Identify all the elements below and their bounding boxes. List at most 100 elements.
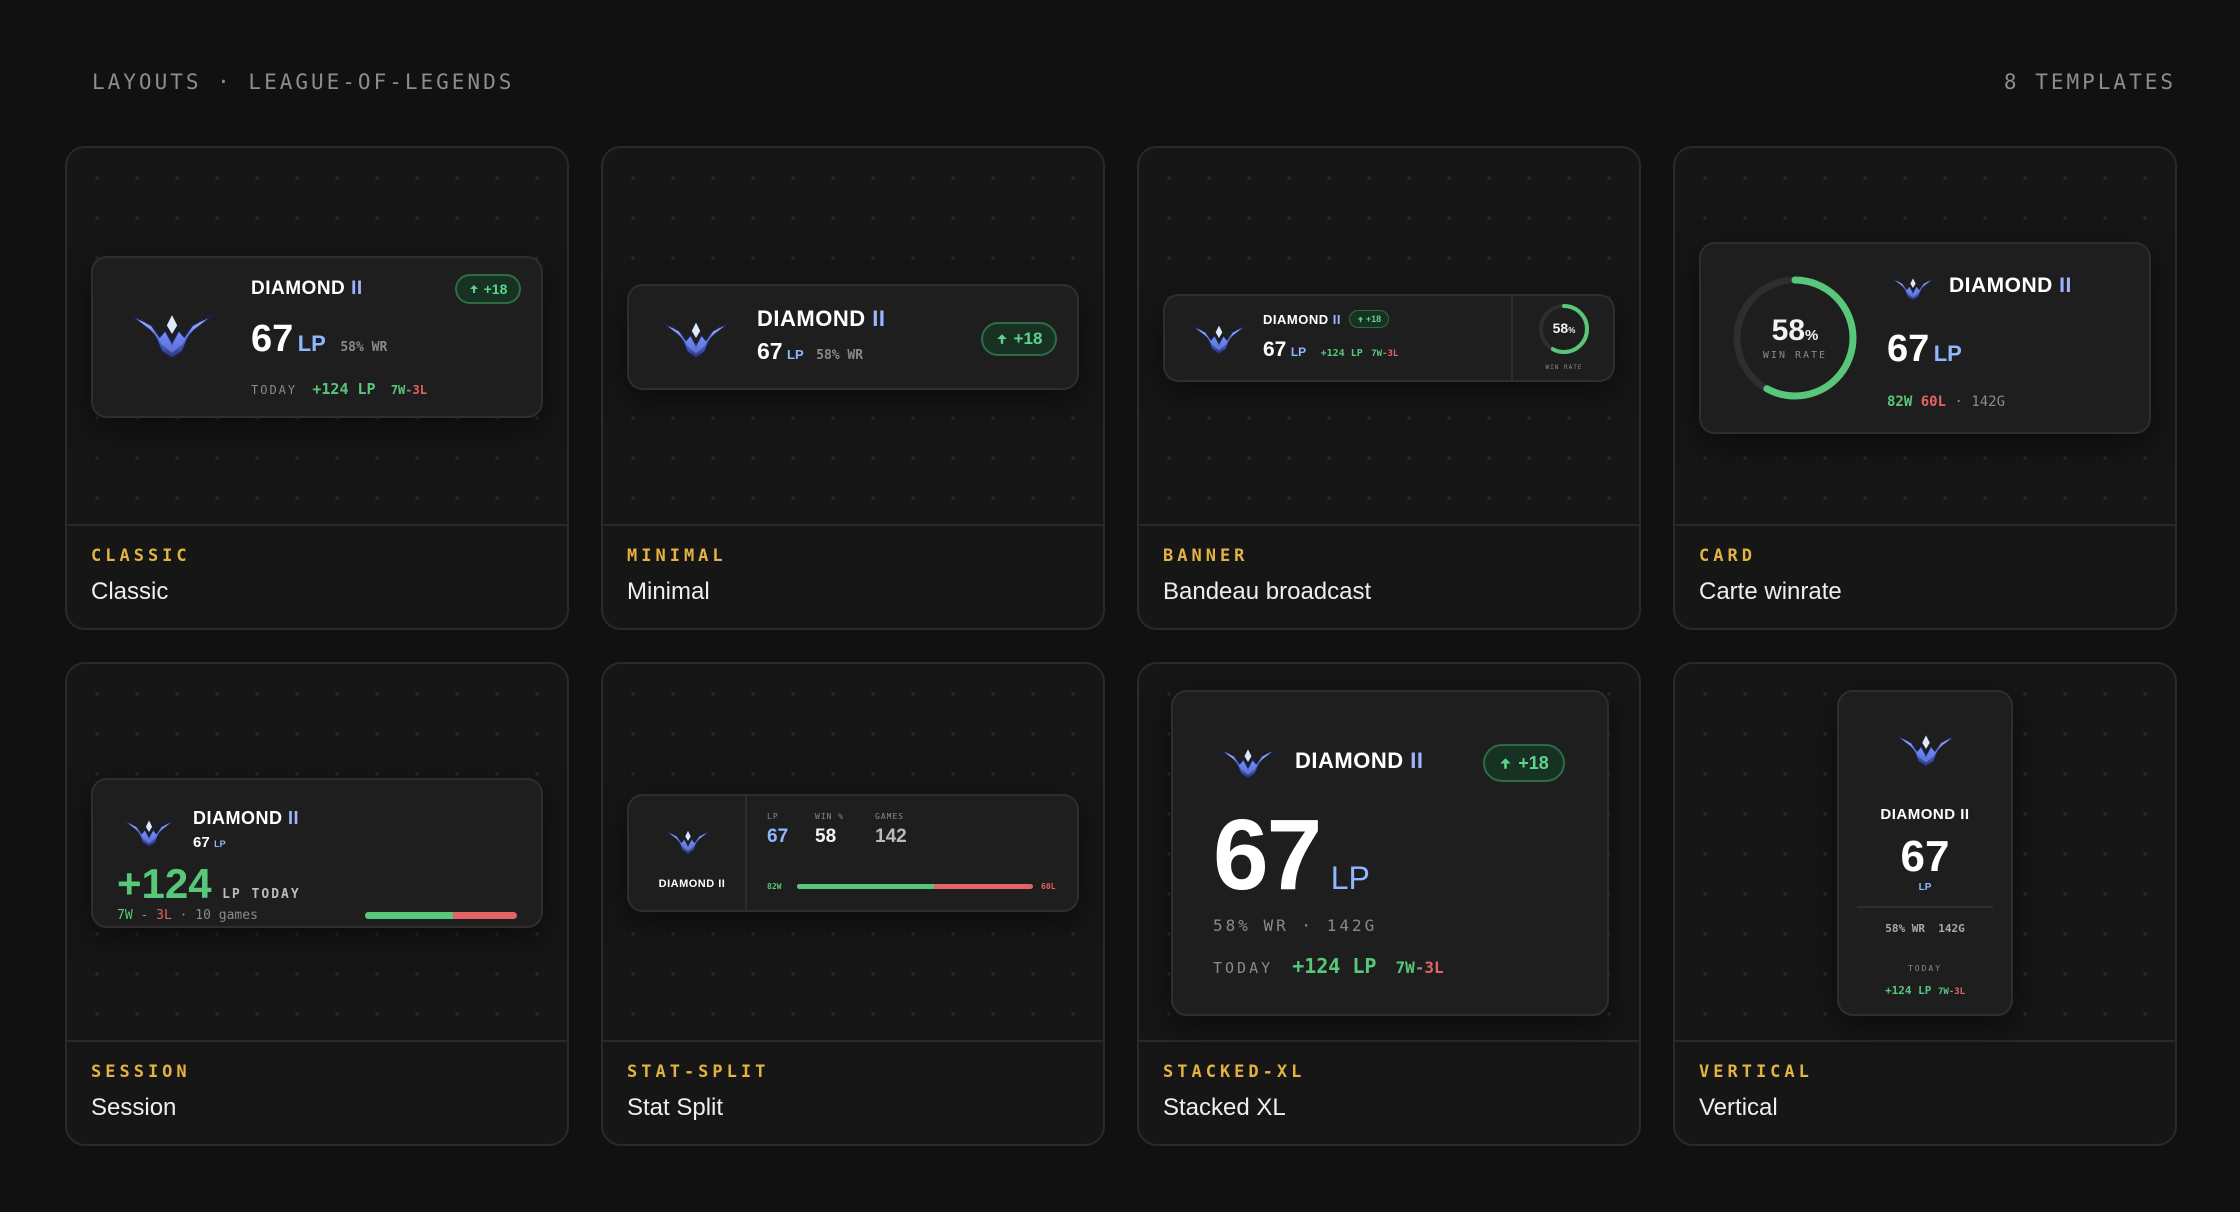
- template-preview: DIAMOND II LP WIN % GAMES 67 58 142 82W …: [603, 664, 1103, 1042]
- template-card-stacked-xl[interactable]: DIAMOND II +18 67 LP 58% WR · 142G TODAY…: [1137, 662, 1641, 1146]
- delta-badge: +18: [1349, 310, 1389, 328]
- diamond-crest-icon: [1219, 744, 1277, 780]
- stat-value-wr: 58: [815, 826, 837, 847]
- win-rate-value: 58%: [1552, 320, 1576, 336]
- template-tag: MINIMAL: [627, 546, 727, 566]
- template-info: CARD Carte winrate: [1699, 546, 1842, 606]
- template-name: Bandeau broadcast: [1163, 578, 1372, 605]
- lp-display: 67 LP: [193, 834, 226, 851]
- overlay-panel: DIAMOND II 67 LP +124 LP TODAY 7W - 3L ·…: [91, 778, 543, 928]
- template-name: Minimal: [627, 578, 710, 605]
- overlay-panel: DIAMOND II 67 LP 58% WR 142G TODAY +124 …: [1837, 690, 2013, 1016]
- template-name: Stacked XL: [1163, 1094, 1286, 1121]
- diamond-crest-icon: [123, 816, 175, 848]
- template-count: 8 TEMPLATES: [2003, 70, 2176, 94]
- diamond-crest-icon: [1895, 730, 1957, 768]
- lp-display: 67 LP: [1213, 799, 1370, 911]
- today-summary: TODAY +124 LP 7W-3L: [1213, 954, 1444, 978]
- arrow-up-icon: [469, 284, 479, 294]
- rank-label: DIAMOND II: [251, 278, 363, 299]
- template-name: Vertical: [1699, 1094, 1778, 1121]
- win-rate-value: 58%: [1771, 314, 1819, 347]
- losses-label: 60L: [1041, 882, 1056, 891]
- overlay-panel: DIAMOND II +18 67 LP +124 LP 7W-3L 58% W…: [1163, 294, 1615, 382]
- delta-badge: +18: [981, 322, 1057, 356]
- template-card-session[interactable]: DIAMOND II 67 LP +124 LP TODAY 7W - 3L ·…: [65, 662, 569, 1146]
- diamond-crest-icon: [129, 308, 215, 360]
- template-preview: DIAMOND II +18 67 LP +124 LP 7W-3L 58% W…: [1139, 148, 1639, 526]
- template-info: MINIMAL Minimal: [627, 546, 727, 606]
- template-tag: VERTICAL: [1699, 1062, 1813, 1082]
- template-tag: CLASSIC: [91, 546, 191, 566]
- win-portion: [365, 912, 454, 919]
- divider: [1857, 906, 1993, 908]
- win-rate-ring: [1539, 304, 1589, 354]
- lp-display: 67 LP: [1887, 328, 1962, 370]
- rank-label: DIAMOND II: [658, 878, 726, 890]
- overlay-panel: DIAMOND II LP WIN % GAMES 67 58 142 82W …: [627, 794, 1079, 912]
- win-loss-bar: [365, 912, 517, 919]
- stat-value-lp: 67: [767, 826, 789, 847]
- today-summary: +124 LP 7W-3L: [1884, 984, 1966, 997]
- template-tag: CARD: [1699, 546, 1756, 566]
- template-info: STAT-SPLIT Stat Split: [627, 1062, 769, 1122]
- template-info: VERTICAL Vertical: [1699, 1062, 1813, 1122]
- template-name: Carte winrate: [1699, 578, 1842, 605]
- template-preview: DIAMOND II +18 67 LP 58% WR · 142G TODAY…: [1139, 664, 1639, 1042]
- template-preview: DIAMOND II 67 LP 58% WR +18: [603, 148, 1103, 526]
- lp-unit: LP: [1918, 882, 1932, 893]
- template-tag: BANNER: [1163, 546, 1249, 566]
- diamond-crest-icon: [1891, 274, 1935, 302]
- stat-label-games: GAMES: [875, 812, 905, 821]
- delta-badge: +18: [1483, 744, 1565, 782]
- overlay-panel: DIAMOND II 67 LP 58% WR +18: [627, 284, 1079, 390]
- template-card-card[interactable]: 58% WIN RATE DIAMOND II 67 LP 82W 60L · …: [1673, 146, 2177, 630]
- template-info: STACKED-XL Stacked XL: [1163, 1062, 1305, 1122]
- arrow-up-icon: [1499, 757, 1512, 770]
- win-rate-ring: [1733, 276, 1857, 400]
- template-name: Classic: [91, 578, 169, 605]
- template-card-stat-split[interactable]: DIAMOND II LP WIN % GAMES 67 58 142 82W …: [601, 662, 1105, 1146]
- delta-badge: +18: [455, 274, 521, 304]
- lp-value: 67: [1900, 832, 1950, 881]
- template-card-minimal[interactable]: DIAMOND II 67 LP 58% WR +18 MINIMAL Mini…: [601, 146, 1105, 630]
- rank-label: DIAMOND II: [193, 808, 300, 828]
- template-tag: STAT-SPLIT: [627, 1062, 770, 1082]
- wr-games: 58% WR 142G: [1885, 922, 1965, 935]
- today-label: TODAY: [1907, 964, 1943, 973]
- overlay-panel: DIAMOND II +18 67 LP 58% WR TODAY +124 L…: [91, 256, 543, 418]
- rank-label: DIAMOND II: [757, 306, 886, 331]
- rank-label: DIAMOND II: [1295, 748, 1424, 773]
- template-tag: STACKED-XL: [1163, 1062, 1306, 1082]
- stat-value-games: 142: [875, 826, 907, 847]
- template-tag: SESSION: [91, 1062, 191, 1082]
- template-card-classic[interactable]: DIAMOND II +18 67 LP 58% WR TODAY +124 L…: [65, 146, 569, 630]
- rank-label: DIAMOND II: [1880, 806, 1970, 823]
- diamond-crest-icon: [665, 826, 711, 856]
- wins-label: 82W: [767, 882, 782, 891]
- overlay-panel: DIAMOND II +18 67 LP 58% WR · 142G TODAY…: [1171, 690, 1609, 1016]
- lp-display: 67 LP 58% WR: [251, 318, 388, 360]
- template-preview: DIAMOND II +18 67 LP 58% WR TODAY +124 L…: [67, 148, 567, 526]
- page-title: LAYOUTS · LEAGUE-OF-LEGENDS: [92, 70, 515, 94]
- template-preview: 58% WIN RATE DIAMOND II 67 LP 82W 60L · …: [1675, 148, 2175, 526]
- today-summary: TODAY +124 LP 7W-3L: [251, 380, 427, 398]
- wr-games: 58% WR · 142G: [1213, 916, 1378, 935]
- divider: [745, 796, 747, 910]
- template-card-vertical[interactable]: DIAMOND II 67 LP 58% WR 142G TODAY +124 …: [1673, 662, 2177, 1146]
- win-rate-label: WIN RATE: [1762, 350, 1828, 361]
- session-gain: +124 LP TODAY: [117, 860, 301, 907]
- template-name: Stat Split: [627, 1094, 724, 1121]
- arrow-up-icon: [1357, 316, 1364, 323]
- template-card-banner[interactable]: DIAMOND II +18 67 LP +124 LP 7W-3L 58% W…: [1137, 146, 1641, 630]
- win-rate-label: WIN RATE: [1545, 364, 1583, 371]
- overlay-panel: 58% WIN RATE DIAMOND II 67 LP 82W 60L · …: [1699, 242, 2151, 434]
- win-portion: [797, 884, 934, 889]
- template-info: CLASSIC Classic: [91, 546, 191, 606]
- stat-label-lp: LP: [767, 812, 779, 821]
- lp-display: 67 LP +124 LP 7W-3L: [1263, 338, 1399, 361]
- rank-label: DIAMOND II: [1263, 312, 1341, 327]
- session-record: 7W - 3L · 10 games: [117, 908, 258, 923]
- template-info: BANNER Bandeau broadcast: [1163, 546, 1371, 606]
- rank-label: DIAMOND II: [1949, 274, 2072, 297]
